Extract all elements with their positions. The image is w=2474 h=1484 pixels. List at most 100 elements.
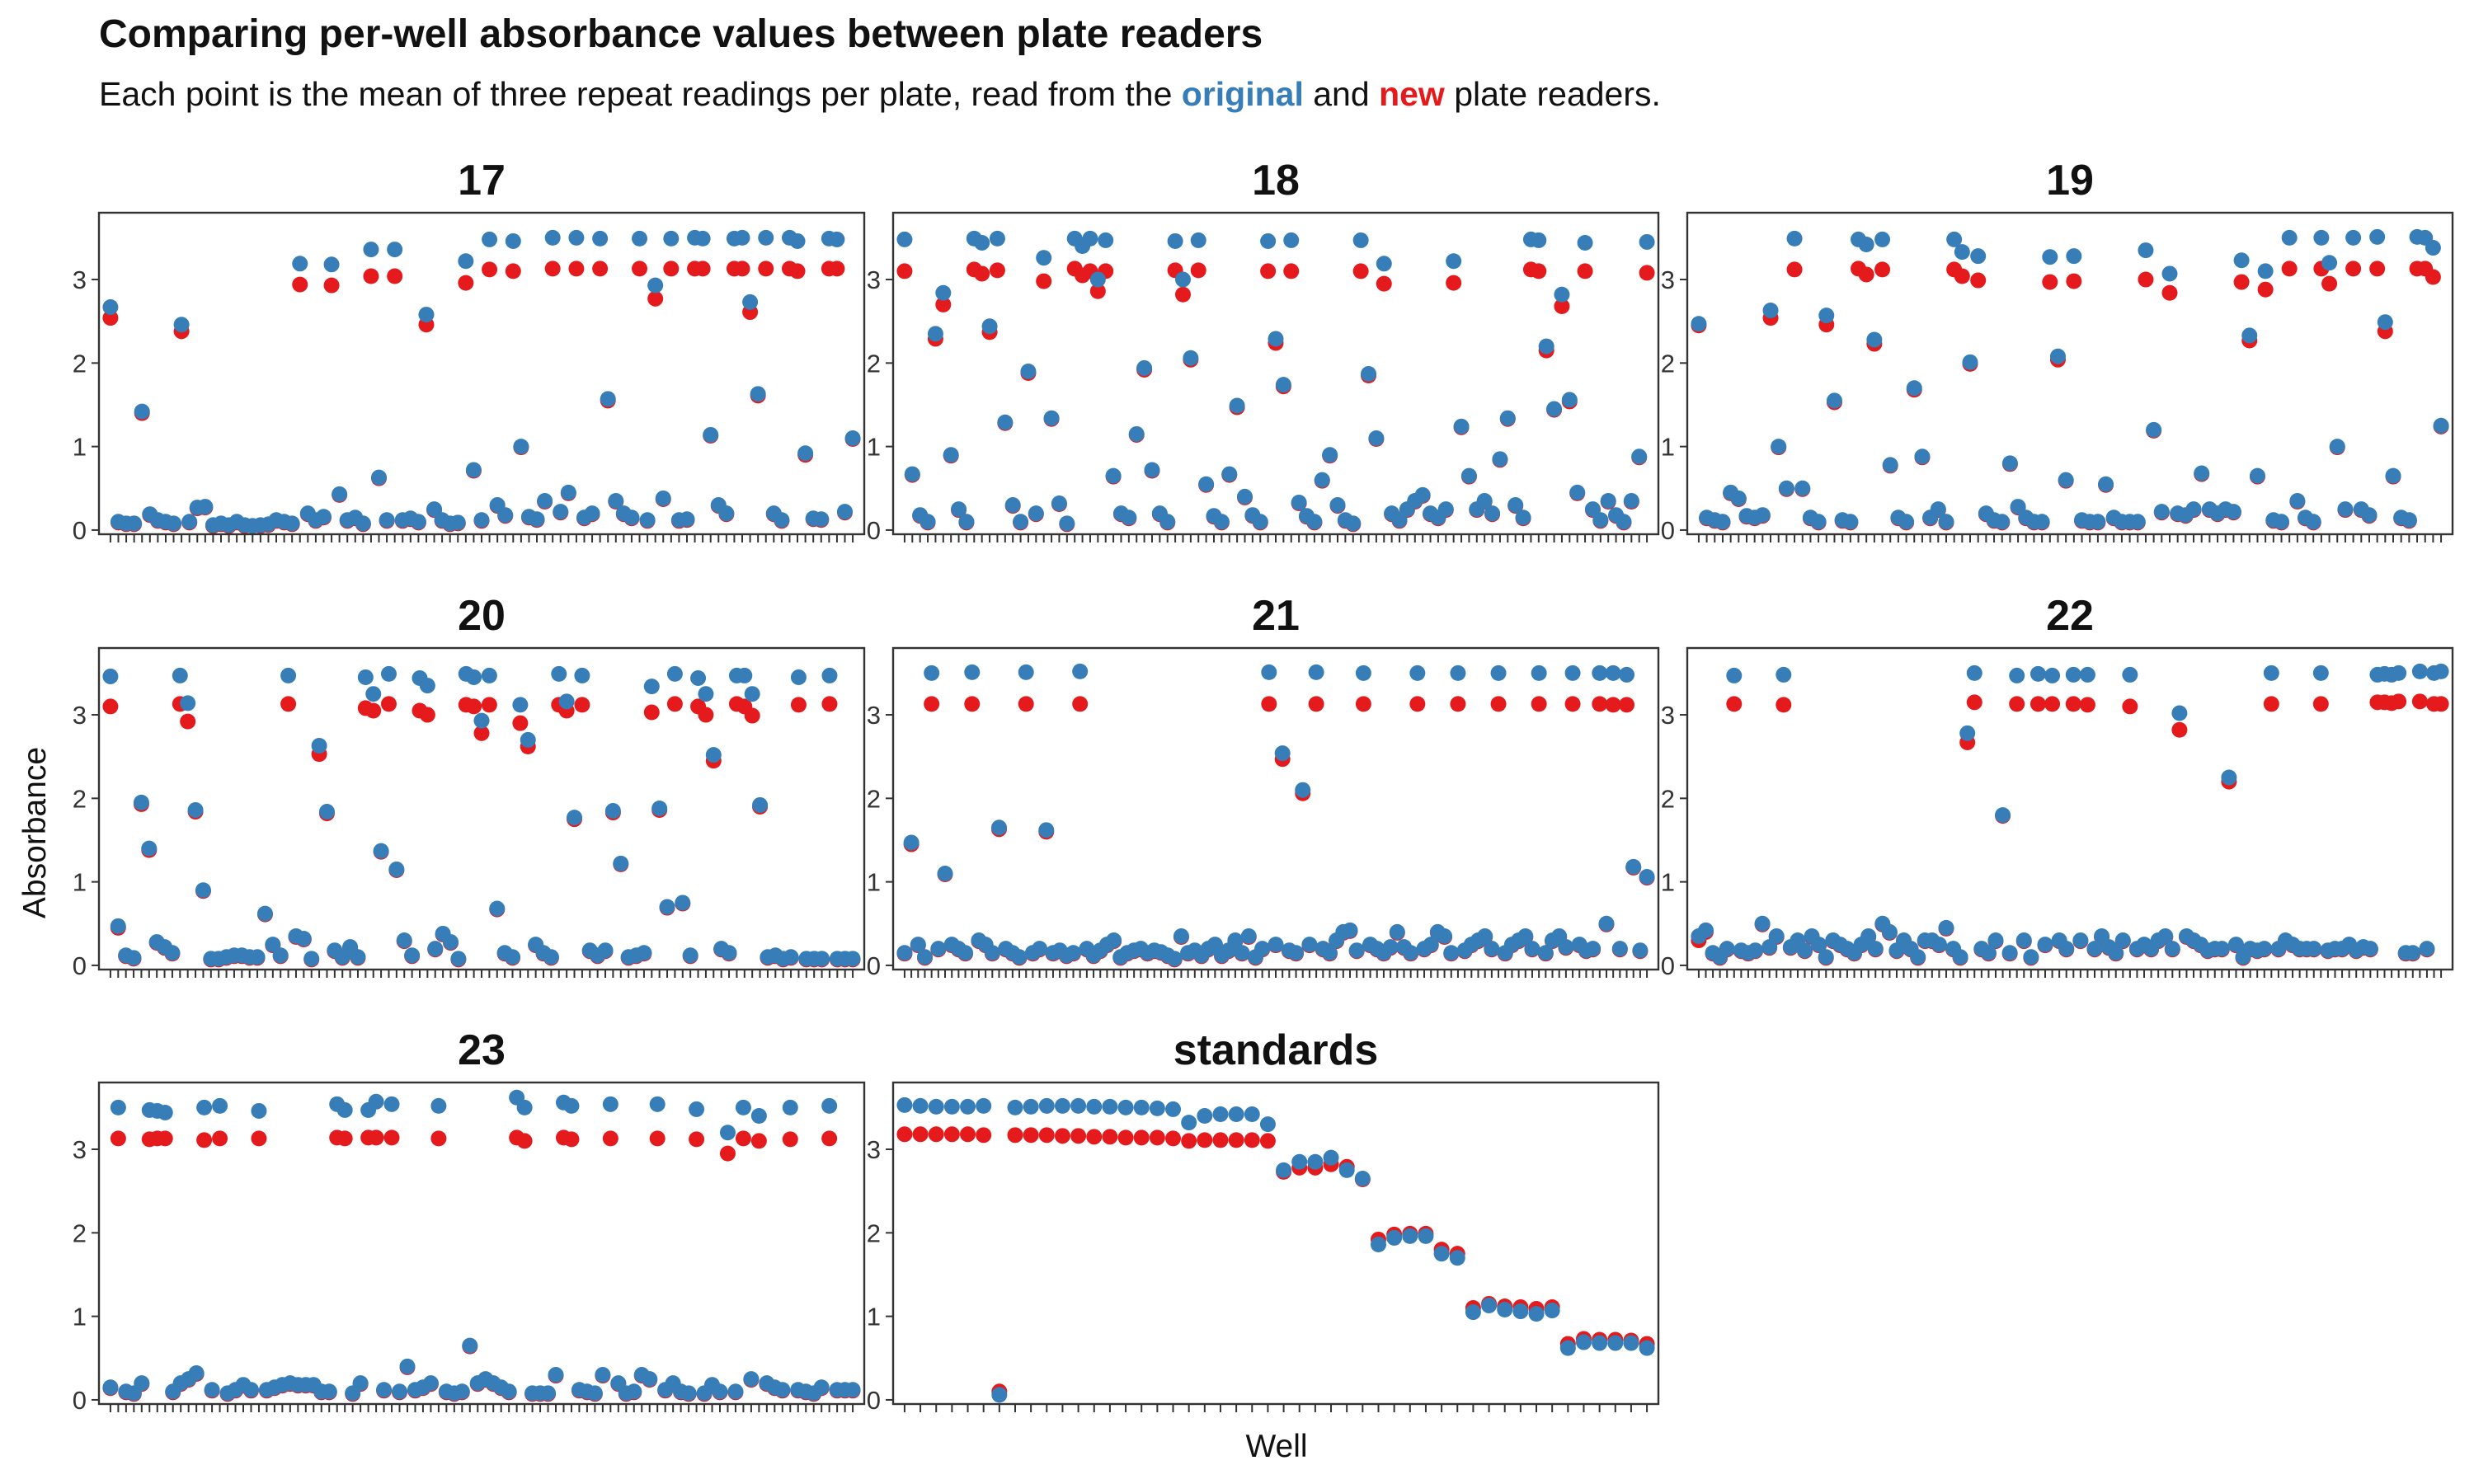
point-original — [903, 834, 920, 851]
point-original — [2164, 941, 2180, 957]
point-original — [1173, 928, 1189, 944]
point-original — [727, 1383, 744, 1400]
point-original — [1301, 937, 1318, 953]
point-new — [912, 1126, 929, 1143]
point-original — [2138, 242, 2154, 259]
point-original — [758, 229, 774, 246]
panel-border — [1686, 211, 2454, 536]
point-original — [1433, 1246, 1450, 1262]
point-original — [1569, 484, 1586, 500]
y-tick-label: 2 — [73, 784, 87, 813]
point-original — [249, 949, 266, 965]
point-original — [584, 505, 600, 522]
point-original — [1970, 248, 1987, 265]
point-new — [694, 261, 711, 277]
point-new — [1133, 1129, 1150, 1146]
point-original — [458, 253, 474, 270]
point-original — [675, 895, 691, 911]
point-original — [924, 665, 940, 681]
y-tick-label: 0 — [73, 516, 87, 545]
point-new — [750, 1133, 767, 1149]
point-original — [181, 514, 198, 530]
point-original — [642, 1371, 658, 1388]
point-original — [1004, 497, 1021, 514]
point-original — [2385, 467, 2401, 484]
point-new — [2065, 696, 2081, 712]
y-tick-label: 1 — [73, 1303, 87, 1331]
panel-border — [891, 211, 1660, 536]
point-original — [482, 231, 498, 247]
point-new — [1409, 696, 1426, 712]
point-original — [718, 505, 735, 522]
point-new — [2042, 274, 2058, 290]
point-original — [1818, 308, 1835, 324]
point-original — [2345, 229, 2362, 246]
point-original — [1966, 665, 1982, 681]
point-original — [473, 712, 490, 729]
point-new — [719, 1145, 736, 1162]
point-new — [2044, 696, 2061, 712]
point-original — [663, 230, 680, 247]
point-original — [2065, 666, 2081, 683]
point-original — [1274, 745, 1291, 762]
point-new — [458, 275, 474, 291]
point-original — [896, 945, 913, 961]
point-original — [388, 861, 405, 877]
point-new — [735, 1130, 751, 1147]
point-new — [1212, 1132, 1229, 1148]
point-original — [1938, 514, 1954, 530]
point-original — [1418, 1228, 1434, 1244]
point-original — [789, 232, 806, 249]
point-original — [1072, 663, 1089, 679]
point-original — [321, 1383, 337, 1400]
point-original — [974, 234, 990, 251]
point-new — [102, 310, 119, 326]
point-original — [1013, 514, 1029, 530]
point-original — [1537, 945, 1554, 961]
point-original — [1453, 418, 1470, 434]
point-new — [1165, 1130, 1182, 1147]
point-new — [649, 1130, 666, 1147]
point-original — [1585, 941, 1602, 957]
point-original — [1227, 932, 1244, 949]
point-new — [473, 725, 490, 741]
point-original — [1481, 1297, 1498, 1313]
point-original — [2306, 941, 2322, 957]
point-original — [1826, 392, 1842, 409]
point-original — [172, 667, 188, 683]
panel-border — [891, 1081, 1660, 1406]
point-original — [2010, 499, 2026, 515]
point-original — [1546, 401, 1563, 417]
point-original — [1329, 497, 1346, 514]
point-original — [1619, 666, 1635, 683]
point-new — [1874, 261, 1891, 278]
point-original — [204, 1382, 220, 1398]
y-tick-label: 3 — [867, 701, 881, 730]
point-original — [1197, 1108, 1213, 1125]
point-new — [512, 715, 529, 731]
point-original — [272, 947, 289, 964]
point-original — [1867, 941, 1884, 957]
point-original — [984, 945, 1000, 961]
point-original — [454, 1383, 470, 1400]
point-original — [1345, 515, 1362, 532]
point-new — [2281, 261, 2298, 277]
point-original — [1228, 1106, 1244, 1122]
point-original — [1308, 664, 1324, 680]
point-original — [689, 1101, 705, 1117]
point-original — [1810, 514, 1827, 530]
point-original — [736, 667, 753, 683]
point-original — [1611, 941, 1628, 957]
panel-20: 20 0 1 2 3 — [73, 592, 866, 980]
panel-strip-label-21: 21 — [1252, 592, 1300, 640]
point-new — [363, 268, 379, 284]
point-original — [126, 515, 143, 532]
point-original — [1531, 232, 1547, 248]
point-original — [1754, 915, 1771, 932]
point-new — [1352, 263, 1369, 279]
point-original — [1166, 951, 1183, 967]
point-original — [2194, 465, 2210, 481]
point-original — [1032, 941, 1048, 957]
point-original — [943, 447, 959, 463]
point-new — [380, 696, 397, 712]
